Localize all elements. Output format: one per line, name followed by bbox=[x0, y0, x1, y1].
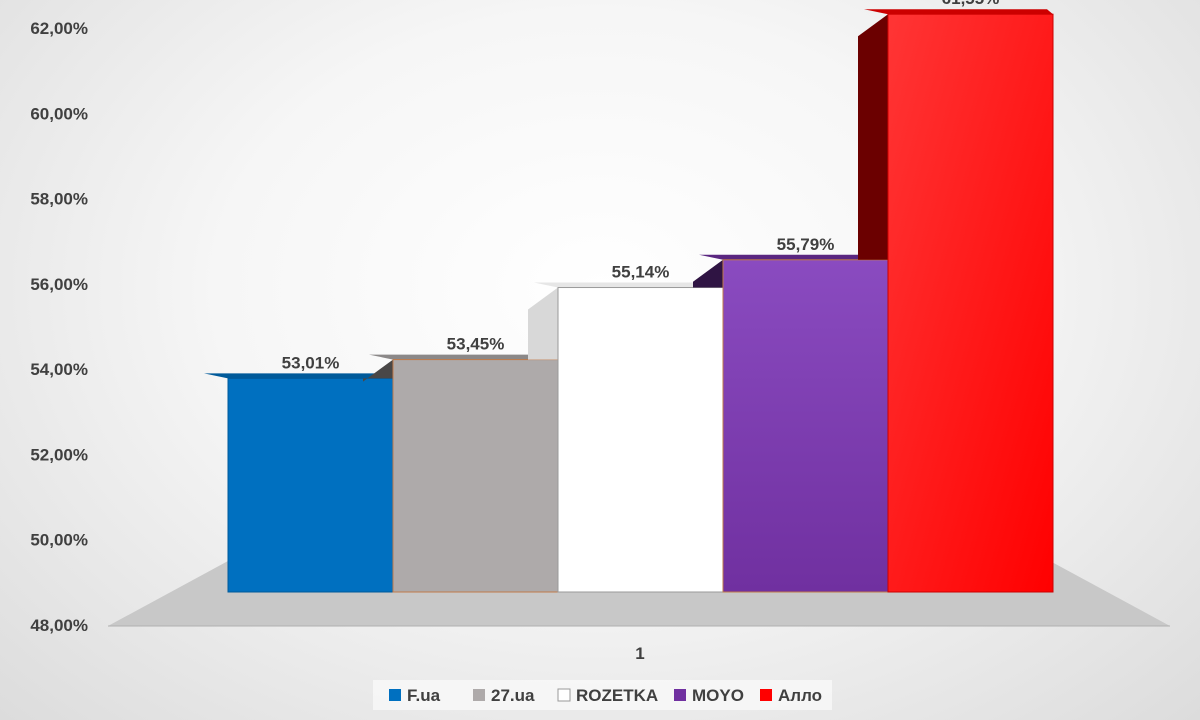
y-tick-label: 52,00% bbox=[30, 445, 88, 464]
data-label: 61,55% bbox=[942, 0, 1000, 8]
bar-3 bbox=[557, 287, 724, 593]
bar-side-face bbox=[363, 359, 393, 382]
bar-top-cap bbox=[864, 9, 1053, 15]
bar-group-moyo bbox=[693, 254, 889, 593]
data-label: 53,45% bbox=[447, 335, 505, 354]
y-tick-label: 62,00% bbox=[30, 19, 88, 38]
legend-swatch bbox=[473, 689, 485, 701]
legend-swatch bbox=[760, 689, 772, 701]
bar-side-face bbox=[858, 14, 888, 260]
data-label: 53,01% bbox=[282, 353, 340, 372]
legend-swatch bbox=[557, 688, 571, 702]
y-tick-label: 50,00% bbox=[30, 531, 88, 550]
bar-top-cap bbox=[369, 354, 558, 360]
bar-1 bbox=[227, 377, 394, 593]
y-tick-label: 56,00% bbox=[30, 275, 88, 294]
bar-top-cap bbox=[699, 254, 888, 260]
bar-2 bbox=[392, 359, 559, 593]
y-tick-label: 60,00% bbox=[30, 104, 88, 123]
bar-group-27-ua bbox=[363, 354, 559, 593]
bar-group-алло bbox=[858, 9, 1054, 593]
legend-label: Алло bbox=[778, 686, 822, 705]
bar-top-cap bbox=[204, 373, 393, 379]
legend-swatch bbox=[389, 689, 401, 701]
data-label: 55,14% bbox=[612, 263, 670, 282]
bar-group-f-ua bbox=[204, 373, 394, 593]
y-tick-label: 48,00% bbox=[30, 616, 88, 635]
legend-swatch bbox=[674, 689, 686, 701]
legend-label: F.ua bbox=[407, 686, 441, 705]
bar-side-face bbox=[693, 259, 723, 288]
bar-group-rozetka bbox=[528, 282, 724, 593]
legend-label: ROZETKA bbox=[576, 686, 658, 705]
bar-side-face bbox=[528, 287, 558, 360]
bar-top-cap bbox=[534, 282, 723, 288]
y-tick-label: 58,00% bbox=[30, 190, 88, 209]
x-category-label: 1 bbox=[635, 644, 644, 663]
data-label: 55,79% bbox=[777, 235, 835, 254]
legend-label: 27.ua bbox=[491, 686, 535, 705]
legend-label: MOYO bbox=[692, 686, 744, 705]
y-tick-label: 54,00% bbox=[30, 360, 88, 379]
bar-4 bbox=[722, 259, 889, 593]
bar-5 bbox=[887, 13, 1054, 593]
legend-box bbox=[373, 680, 832, 710]
